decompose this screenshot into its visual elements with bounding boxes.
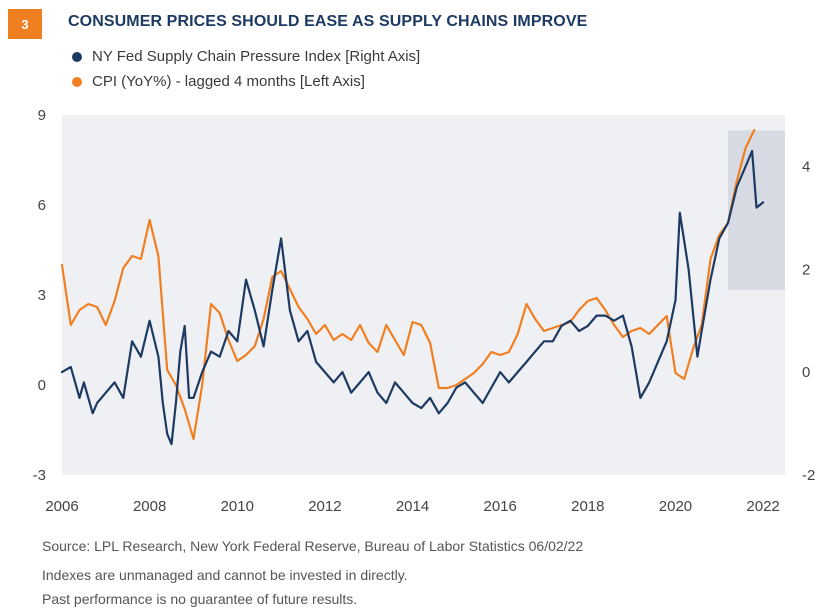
y-right-tick-label: -2: [802, 467, 815, 484]
x-tick-label: 2022: [746, 498, 779, 515]
disclaimer-note-1: Indexes are unmanaged and cannot be inve…: [42, 567, 408, 583]
chart-number-badge: 3: [8, 9, 42, 39]
x-tick-label: 2014: [396, 498, 429, 515]
y-left-tick-label: 6: [38, 197, 46, 214]
legend-label-cpi: CPI (YoY%) - lagged 4 months [Left Axis]: [92, 73, 365, 90]
disclaimer-note-2: Past performance is no guarantee of futu…: [42, 591, 358, 607]
legend-item-cpi: CPI (YoY%) - lagged 4 months [Left Axis]: [72, 73, 365, 90]
highlight-region: [728, 130, 785, 290]
series-line-supply-chain-index: [60, 149, 765, 446]
x-tick-label: 2020: [659, 498, 692, 515]
legend-swatch-supply-chain: [72, 51, 82, 62]
source-note: Source: LPL Research, New York Federal R…: [42, 538, 584, 554]
x-tick-label: 2008: [133, 498, 166, 515]
y-left-tick-label: 3: [38, 287, 46, 304]
x-tick-label: 2018: [571, 498, 604, 515]
y-right-tick-label: 0: [802, 364, 810, 381]
x-tick-label: 2016: [483, 498, 516, 515]
y-left-tick-label: -3: [33, 467, 46, 484]
x-tick-label: 2012: [308, 498, 341, 515]
legend-swatch-cpi: [72, 76, 82, 87]
plot-background: [62, 115, 785, 475]
y-left-tick-label: 9: [38, 107, 46, 124]
legend-item-supply-chain: NY Fed Supply Chain Pressure Index [Righ…: [72, 48, 420, 65]
y-right-tick-label: 4: [802, 158, 810, 175]
x-tick-label: 2010: [221, 498, 254, 515]
legend-label-supply-chain: NY Fed Supply Chain Pressure Index [Righ…: [92, 48, 421, 65]
y-left-tick-label: 0: [38, 377, 46, 394]
x-tick-label: 2006: [45, 498, 78, 515]
chart-title: CONSUMER PRICES SHOULD EASE AS SUPPLY CH…: [68, 13, 588, 30]
y-right-tick-label: 2: [802, 261, 810, 278]
